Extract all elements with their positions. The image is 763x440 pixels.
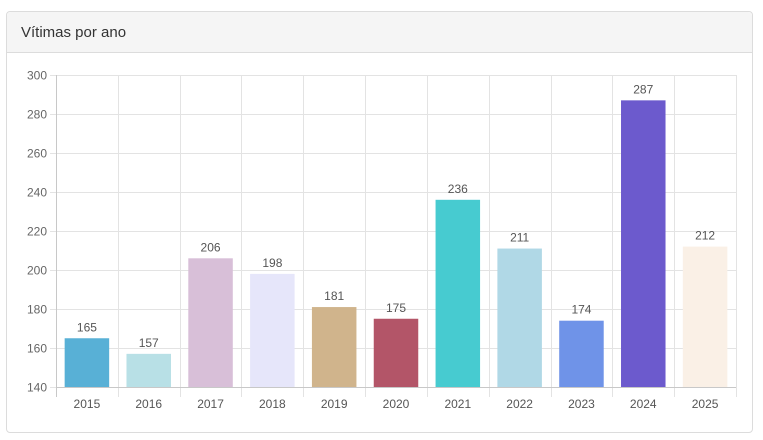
x-tick-label: 2021 [444, 397, 471, 411]
y-tick-label: 180 [27, 303, 47, 317]
data-label: 198 [262, 256, 282, 270]
data-label: 212 [695, 229, 715, 243]
y-tick-label: 240 [27, 186, 47, 200]
bar-2018[interactable] [250, 273, 295, 387]
bar-2024[interactable] [621, 100, 666, 387]
bar-2025[interactable] [682, 246, 728, 387]
data-label: 165 [77, 320, 97, 334]
x-tick-label: 2024 [630, 397, 657, 411]
data-label: 175 [386, 301, 406, 315]
data-label: 157 [139, 336, 159, 350]
panel-header: Vítimas por ano [7, 12, 752, 53]
panel-title: Vítimas por ano [21, 23, 127, 41]
y-tick-label: 200 [27, 264, 47, 278]
bar-2019[interactable] [311, 307, 357, 387]
bar-2023[interactable] [559, 320, 604, 387]
x-tick-label: 2019 [321, 397, 348, 411]
y-tick-label: 140 [27, 381, 47, 395]
y-tick-label: 260 [27, 147, 47, 161]
x-tick-label: 2023 [568, 397, 595, 411]
x-tick-label: 2016 [135, 397, 162, 411]
y-tick-label: 160 [27, 342, 47, 356]
x-tick-label: 2015 [74, 397, 101, 411]
y-tick-label: 280 [27, 108, 47, 122]
data-label: 211 [510, 231, 529, 245]
data-label: 181 [324, 289, 344, 303]
data-label: 236 [448, 182, 468, 196]
data-label: 287 [633, 82, 653, 96]
x-tick-label: 2017 [197, 397, 224, 411]
x-tick-label: 2018 [259, 397, 286, 411]
bar-2020[interactable] [373, 318, 419, 387]
x-tick-label: 2025 [692, 397, 719, 411]
bar-2017[interactable] [188, 258, 233, 387]
y-tick-label: 300 [27, 69, 47, 83]
data-label: 206 [201, 240, 221, 254]
bar-2022[interactable] [497, 248, 542, 387]
x-tick-label: 2022 [506, 397, 533, 411]
bar-2015[interactable] [64, 338, 110, 387]
data-label: 174 [571, 303, 591, 317]
y-tick-label: 220 [27, 225, 47, 239]
bar-2016[interactable] [126, 353, 171, 387]
x-tick-label: 2020 [383, 397, 410, 411]
bar-2021[interactable] [435, 199, 481, 387]
